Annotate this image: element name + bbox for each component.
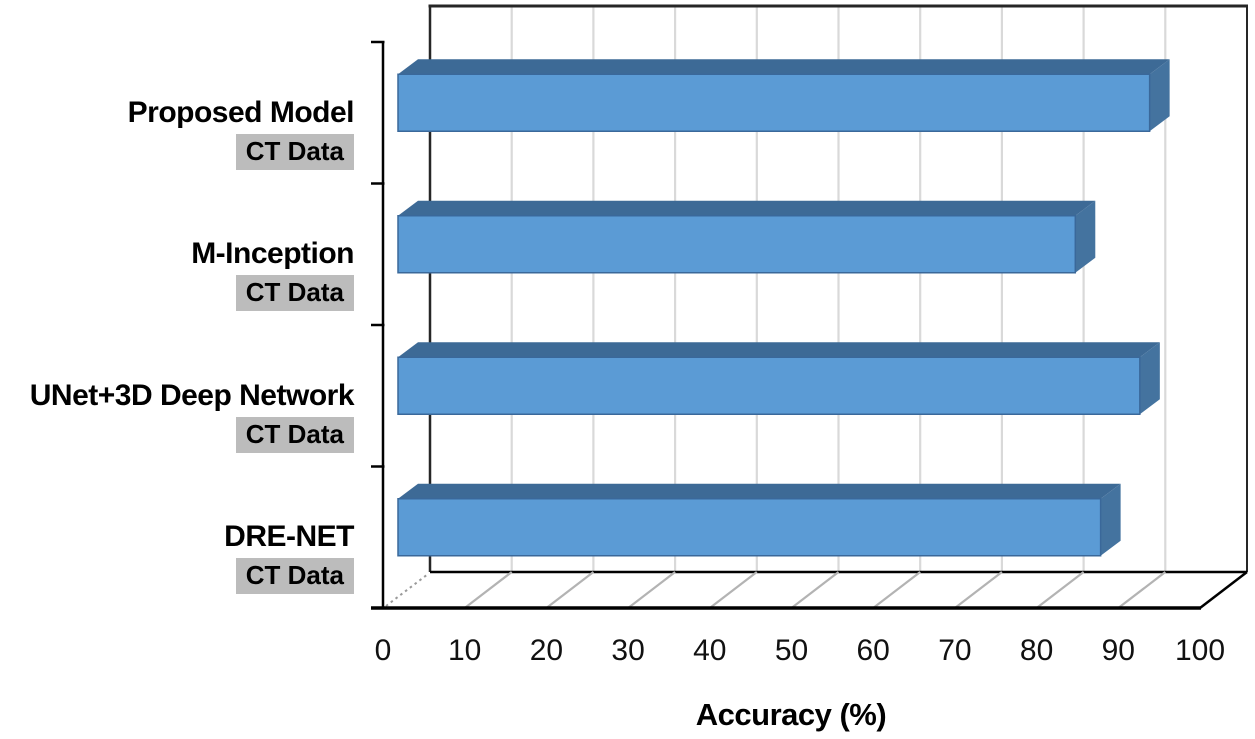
floor-diagonal xyxy=(464,571,513,609)
x-tick-label-40: 40 xyxy=(693,634,727,667)
floor-diagonal xyxy=(1117,571,1166,609)
bar-side-face-unet-3d-deep-network xyxy=(1139,342,1160,415)
x-tick-label-90: 90 xyxy=(1101,634,1135,667)
category-label-dre-net: DRE-NET CT Data xyxy=(224,516,354,595)
x-tick-label-20: 20 xyxy=(529,634,564,667)
x-tick-label-80: 80 xyxy=(1019,634,1054,667)
category-name: Proposed Model xyxy=(127,95,355,129)
floor-diagonal xyxy=(627,571,676,609)
x-tick-label-70: 70 xyxy=(938,634,972,667)
bar-dre-net xyxy=(397,498,1102,557)
x-tick-label-10: 10 xyxy=(448,634,482,667)
bar-top-face-unet-3d-deep-network xyxy=(398,342,1160,358)
category-name: M-Inception xyxy=(191,237,354,271)
x-axis-title: Accuracy (%) xyxy=(695,697,887,732)
x-tick-label-50: 50 xyxy=(774,634,809,667)
category-sublabel-badge: CT Data xyxy=(235,133,354,170)
floor-diagonal xyxy=(709,571,758,609)
bar-side-face-m-inception xyxy=(1075,200,1096,273)
category-sublabel-badge: CT Data xyxy=(235,416,354,453)
category-name: UNet+3D Deep Network xyxy=(29,378,355,412)
category-name: DRE-NET xyxy=(224,520,354,554)
x-tick-label-0: 0 xyxy=(374,634,392,667)
category-label-unet-3d-deep-network: UNet+3D Deep Network CT Data xyxy=(29,375,355,453)
bar-top-face-dre-net xyxy=(398,483,1121,499)
bar-top-face-proposed-model xyxy=(398,59,1170,75)
category-label-proposed-model: Proposed Model CT Data xyxy=(127,92,355,170)
x-tick-label-30: 30 xyxy=(611,634,645,667)
floor-zero-diagonal xyxy=(385,573,429,607)
floor-right-edge xyxy=(1199,571,1248,609)
x-tick-label-60: 60 xyxy=(856,634,890,667)
category-sublabel-badge: CT Data xyxy=(235,275,354,312)
floor-diagonal xyxy=(790,571,840,609)
bar-m-inception xyxy=(397,215,1077,274)
bar-top-face-m-inception xyxy=(398,200,1096,216)
category-label-m-inception: M-Inception CT Data xyxy=(191,233,354,312)
x-tick-label-100: 100 xyxy=(1174,634,1226,667)
bar-unet-3d-deep-network xyxy=(397,356,1141,415)
floor-diagonal xyxy=(545,571,595,609)
bar-side-face-dre-net xyxy=(1100,483,1121,556)
bar-side-face-proposed-model xyxy=(1149,59,1170,132)
floor-diagonal xyxy=(872,571,921,609)
bar-proposed-model xyxy=(397,73,1151,132)
category-sublabel-badge: CT Data xyxy=(235,558,354,595)
floor-diagonal xyxy=(954,571,1003,609)
floor-diagonal xyxy=(1035,571,1085,609)
